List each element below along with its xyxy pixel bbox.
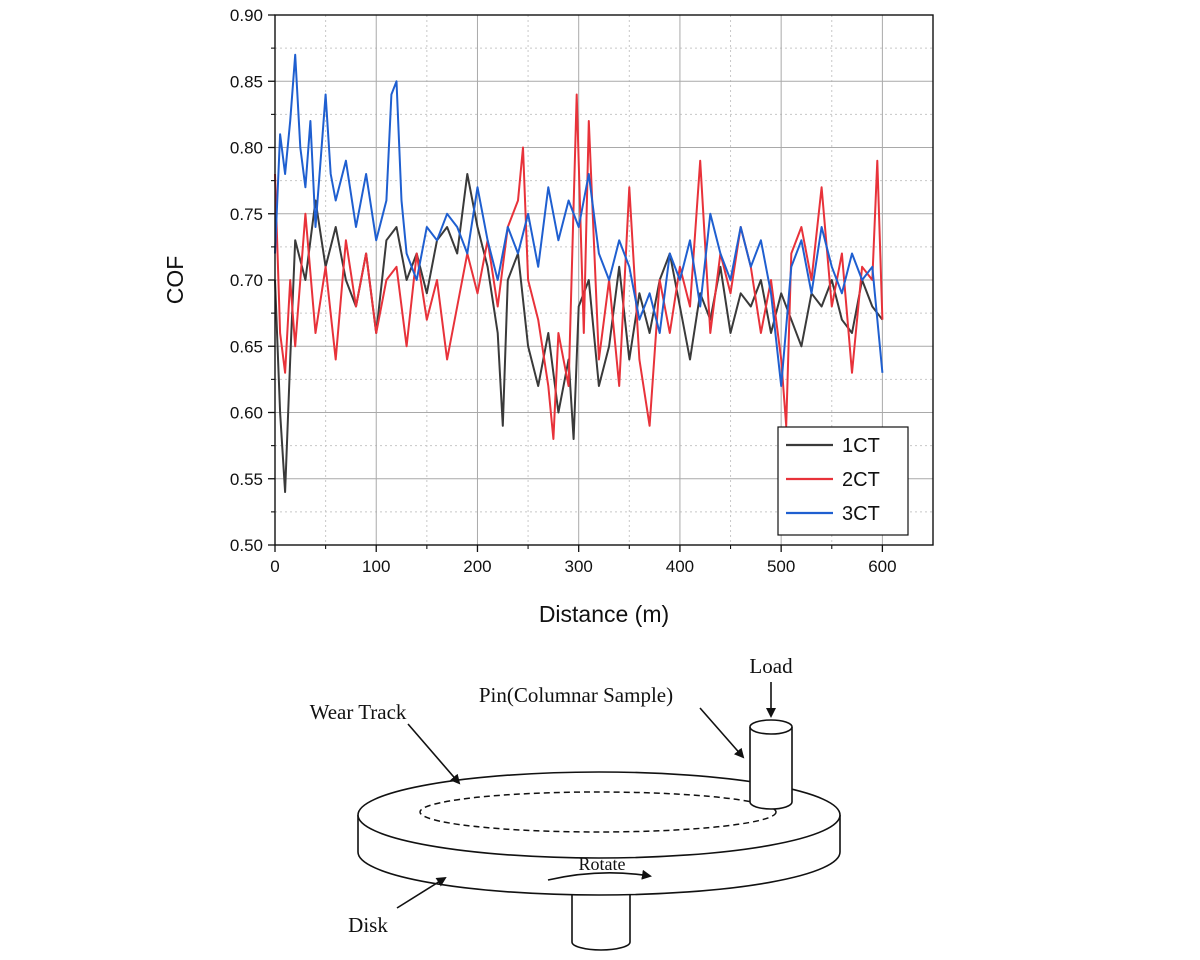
pin-label-arrow <box>700 708 743 757</box>
legend-label-3ct: 3CT <box>842 503 880 525</box>
x-tick-label: 600 <box>868 557 896 576</box>
x-tick-label: 300 <box>565 557 593 576</box>
y-tick-label: 0.55 <box>230 470 263 489</box>
pin-label: Pin(Columnar Sample) <box>479 683 673 707</box>
y-tick-label: 0.80 <box>230 139 263 158</box>
y-axis-title: COF <box>162 256 188 305</box>
cof-line-chart: 0 100 200 300 400 500 600 0.50 0.55 0.60 0.65 0.70 0… <box>0 0 1200 640</box>
x-tick-label: 100 <box>362 557 390 576</box>
wear-track-label: Wear Track <box>310 700 407 724</box>
y-tick-label: 0.65 <box>230 337 263 356</box>
load-label: Load <box>749 654 793 678</box>
disk-label: Disk <box>348 913 388 937</box>
x-tick-label: 200 <box>463 557 491 576</box>
x-tick-label: 0 <box>270 557 279 576</box>
y-tick-label: 0.50 <box>230 536 263 555</box>
y-tick-label: 0.85 <box>230 72 263 91</box>
pin-on-disk-diagram: Load Pin(Columnar Sample) Wear Track Rot… <box>0 640 1200 960</box>
wear-track-arrow <box>408 724 459 783</box>
y-tick-label: 0.70 <box>230 271 263 290</box>
legend-label-2ct: 2CT <box>842 469 880 491</box>
chart-legend: 1CT 2CT 3CT <box>778 427 908 535</box>
rotate-label: Rotate <box>579 854 626 874</box>
x-tick-label: 400 <box>666 557 694 576</box>
y-tick-label: 0.75 <box>230 205 263 224</box>
x-axis-title: Distance (m) <box>539 601 669 627</box>
disk-label-arrow <box>397 878 445 908</box>
y-tick-label: 0.60 <box>230 404 263 423</box>
legend-label-1ct: 1CT <box>842 435 880 457</box>
pin-sample <box>750 720 792 809</box>
x-tick-label: 500 <box>767 557 795 576</box>
y-tick-label: 0.90 <box>230 6 263 25</box>
